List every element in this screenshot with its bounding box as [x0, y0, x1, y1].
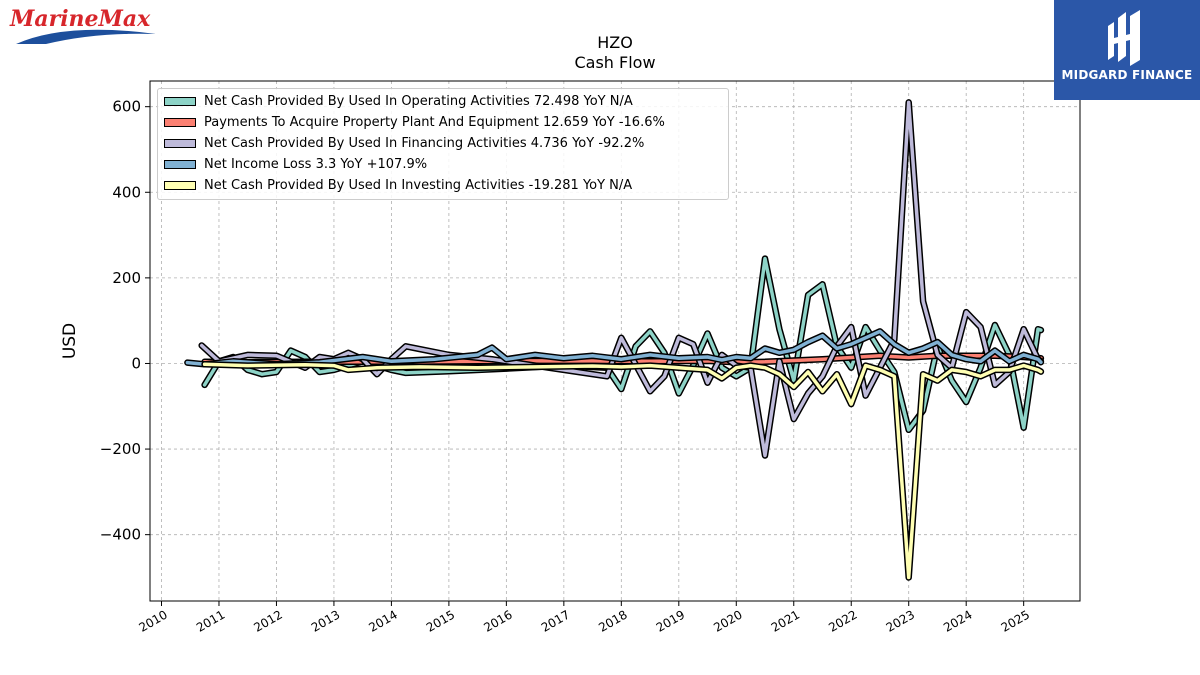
legend-label: Net Cash Provided By Used In Operating A…: [204, 93, 633, 109]
legend-swatch: [164, 159, 196, 169]
legend-item: Net Cash Provided By Used In Operating A…: [164, 92, 633, 110]
midgard-logo-text: MIDGARD FINANCE: [1061, 68, 1193, 82]
legend-label: Net Cash Provided By Used In Investing A…: [204, 177, 633, 193]
y-tick-label: 400: [112, 183, 141, 201]
y-tick-label: 600: [112, 98, 141, 116]
legend-item: Net Cash Provided By Used In Financing A…: [164, 134, 644, 152]
series-stroke: [185, 329, 1043, 367]
x-tick-label: 2024: [941, 607, 974, 634]
x-tick-label: 2013: [309, 607, 342, 634]
chart-subtitle: Cash Flow: [574, 53, 656, 72]
legend-item: Net Cash Provided By Used In Investing A…: [164, 176, 632, 194]
legend-swatch: [164, 138, 196, 148]
x-tick-label: 2016: [481, 607, 514, 634]
legend-label: Net Income Loss 3.3 YoY +107.9%: [204, 156, 428, 172]
x-tick-label: 2011: [194, 607, 227, 634]
series-line-4: [184, 328, 1045, 368]
legend-swatch: [164, 96, 196, 106]
x-tick-label: 2023: [884, 607, 917, 634]
legend-label: Payments To Acquire Property Plant And E…: [204, 114, 665, 130]
x-tick-label: 2010: [136, 607, 169, 634]
x-tick-label: 2017: [539, 607, 572, 634]
chart-title: HZO: [597, 33, 633, 52]
series-stroke: [202, 362, 1043, 580]
legend-item: Payments To Acquire Property Plant And E…: [164, 113, 665, 131]
x-tick-label: 2014: [366, 607, 399, 634]
midgard-logo-mark: [1108, 10, 1140, 66]
marinemax-logo-mark: MarineMax: [9, 6, 156, 44]
legend-item: Net Income Loss 3.3 YoY +107.9%: [164, 155, 427, 173]
y-axis-label: USD: [60, 323, 80, 359]
legend: Net Cash Provided By Used In Operating A…: [157, 88, 729, 200]
marinemax-logo-text: MarineMax: [9, 6, 151, 32]
x-tick-label: 2019: [654, 607, 687, 634]
midgard-finance-logo: MIDGARD FINANCE: [1054, 0, 1200, 100]
series-line-5: [201, 361, 1045, 581]
x-tick-label: 2018: [596, 607, 629, 634]
plot-frame: [149, 80, 1081, 602]
series-layer: [184, 99, 1045, 581]
x-tick-label: 2022: [826, 607, 859, 634]
legend-label: Net Cash Provided By Used In Financing A…: [204, 135, 645, 151]
y-tick-label: 200: [112, 269, 141, 287]
x-tick-label: 2020: [711, 607, 744, 634]
x-tick-label: 2021: [769, 607, 802, 634]
y-tick-label: −400: [100, 526, 141, 544]
x-tick-label: 2015: [424, 607, 457, 634]
legend-swatch: [164, 180, 196, 190]
legend-swatch: [164, 117, 196, 127]
y-tick-label: −200: [100, 440, 141, 458]
y-tick-label: 0: [131, 354, 141, 372]
x-tick-label: 2025: [999, 607, 1032, 634]
x-tick-label: 2012: [251, 607, 284, 634]
wave-icon: [16, 29, 156, 44]
marinemax-logo: MarineMax: [6, 4, 166, 48]
